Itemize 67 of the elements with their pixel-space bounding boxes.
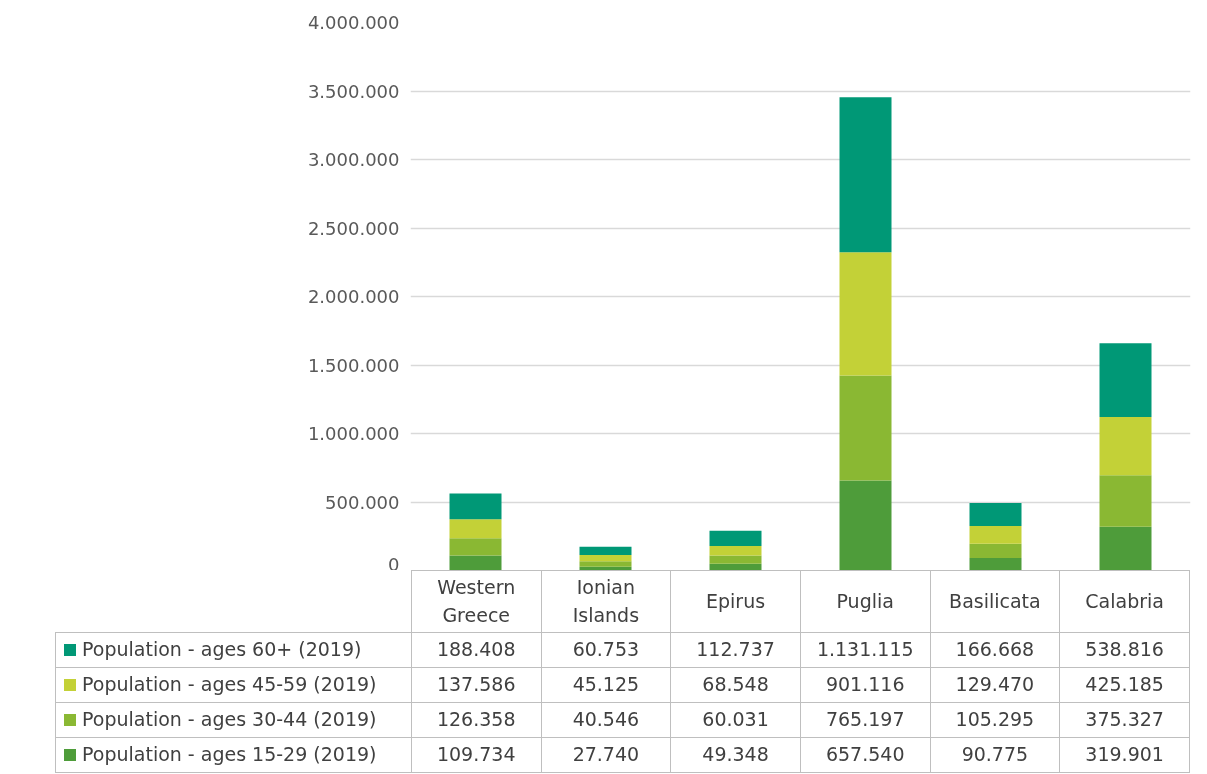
y-tick-label: 1.000.000 (307, 423, 400, 444)
data-label: 40.546 (541, 702, 671, 738)
bar (1099, 343, 1152, 417)
data-label: 137.586 (411, 667, 542, 703)
x-tick-label: Basilicata (930, 570, 1060, 633)
bar (969, 558, 1022, 570)
data-label: 319.901 (1059, 737, 1190, 773)
y-tick-label: 1.500.000 (307, 354, 400, 376)
bar (1099, 417, 1152, 476)
bar (969, 525, 1022, 544)
data-label: 109.734 (411, 737, 542, 773)
x-tick-label: Ionian Islands (541, 570, 671, 633)
bar (579, 566, 632, 570)
data-label: 126.358 (411, 702, 542, 738)
x-tick-label: Western Greece (411, 570, 542, 633)
legend-label: Population - ages 45-59 (2019) (55, 667, 412, 703)
data-label: 90.775 (930, 737, 1060, 773)
data-label: 105.295 (930, 702, 1060, 738)
bar (1099, 526, 1152, 570)
legend-label: Population - ages 60+ (2019) (55, 632, 412, 668)
bar (1099, 475, 1152, 527)
bar (839, 252, 892, 376)
x-tick-label: Puglia (800, 570, 931, 633)
bar (839, 375, 892, 481)
bar (579, 546, 632, 555)
bar (579, 561, 632, 567)
y-tick-label: 3.000.000 (307, 149, 400, 170)
legend-label: Population - ages 15-29 (2019) (55, 737, 412, 773)
y-tick-label: 500.000 (325, 491, 400, 513)
data-label: 45.125 (541, 667, 671, 703)
y-tick-label: 2.000.000 (307, 286, 400, 307)
y-tick-label: 2.500.000 (307, 217, 400, 239)
x-tick-label: Epirus (670, 570, 801, 633)
data-label: 425.185 (1059, 667, 1190, 703)
bar (969, 503, 1022, 526)
bar (449, 493, 502, 520)
data-label: 1.131.115 (800, 632, 931, 668)
data-label: 538.816 (1059, 632, 1190, 668)
bar (839, 480, 892, 570)
data-label: 188.408 (411, 632, 542, 668)
data-label: 112.737 (670, 632, 801, 668)
data-label: 166.668 (930, 632, 1060, 668)
bar (709, 555, 762, 564)
data-label: 375.327 (1059, 702, 1190, 738)
bar (709, 546, 762, 556)
data-label: 901.116 (800, 667, 931, 703)
data-label: 49.348 (670, 737, 801, 773)
legend-label: Population - ages 30-44 (2019) (55, 702, 412, 738)
bar (969, 543, 1022, 559)
y-tick-label: 0 (388, 553, 400, 575)
bar (449, 519, 502, 539)
y-tick-label: 4.000.000 (307, 12, 400, 33)
data-label: 657.540 (800, 737, 931, 773)
bar (579, 554, 632, 562)
data-label: 129.470 (930, 667, 1060, 703)
bar (709, 530, 762, 547)
data-label: 765.197 (800, 702, 931, 738)
data-label: 27.740 (541, 737, 671, 773)
data-label: 60.031 (670, 702, 801, 738)
y-tick-label: 3.500.000 (307, 80, 400, 102)
data-label: 60.753 (541, 632, 671, 668)
bar (839, 97, 892, 253)
bar (449, 538, 502, 556)
bar (449, 555, 502, 570)
data-label: 68.548 (670, 667, 801, 703)
bar (709, 563, 762, 570)
x-tick-label: Calabria (1059, 570, 1190, 633)
